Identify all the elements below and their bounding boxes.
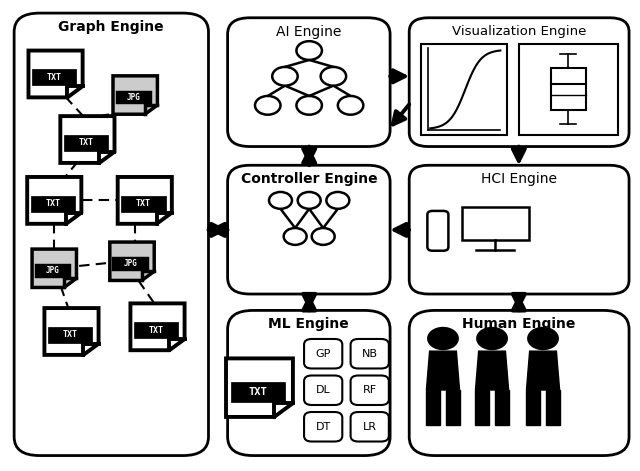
FancyBboxPatch shape [409, 310, 629, 455]
Circle shape [298, 192, 321, 209]
Text: TXT: TXT [45, 199, 61, 208]
FancyBboxPatch shape [65, 136, 108, 150]
Circle shape [312, 228, 335, 245]
FancyBboxPatch shape [116, 92, 151, 104]
FancyBboxPatch shape [113, 258, 148, 270]
Polygon shape [28, 50, 83, 97]
FancyBboxPatch shape [304, 375, 342, 405]
Polygon shape [27, 177, 81, 224]
Text: TXT: TXT [249, 387, 268, 397]
Polygon shape [131, 303, 184, 350]
FancyBboxPatch shape [49, 328, 92, 342]
Polygon shape [446, 390, 460, 425]
FancyBboxPatch shape [519, 43, 618, 135]
Polygon shape [476, 351, 509, 390]
Polygon shape [495, 390, 509, 425]
Text: RF: RF [363, 385, 377, 395]
Polygon shape [110, 242, 154, 280]
Text: LR: LR [363, 422, 377, 432]
FancyBboxPatch shape [232, 383, 284, 400]
Text: DT: DT [316, 422, 331, 432]
Text: Graph Engine: Graph Engine [58, 20, 164, 34]
Text: TXT: TXT [47, 73, 62, 82]
FancyBboxPatch shape [304, 412, 342, 441]
Circle shape [476, 327, 508, 350]
Text: TXT: TXT [79, 138, 93, 147]
Text: JPG: JPG [124, 260, 138, 268]
FancyBboxPatch shape [462, 207, 529, 240]
Polygon shape [113, 76, 157, 114]
Circle shape [296, 96, 322, 115]
FancyBboxPatch shape [409, 18, 629, 146]
Circle shape [321, 67, 346, 86]
Text: JPG: JPG [127, 93, 141, 102]
Text: TXT: TXT [148, 325, 164, 334]
Circle shape [255, 96, 280, 115]
Circle shape [427, 327, 459, 350]
Circle shape [338, 96, 364, 115]
FancyBboxPatch shape [122, 196, 164, 211]
FancyBboxPatch shape [351, 375, 389, 405]
Polygon shape [32, 249, 77, 287]
Polygon shape [527, 390, 540, 425]
Text: JPG: JPG [46, 267, 60, 276]
Circle shape [527, 327, 559, 350]
Polygon shape [527, 351, 559, 390]
FancyBboxPatch shape [351, 339, 389, 368]
FancyBboxPatch shape [228, 310, 390, 455]
Polygon shape [426, 351, 460, 390]
Text: TXT: TXT [136, 199, 151, 208]
Polygon shape [426, 390, 440, 425]
Polygon shape [118, 177, 172, 224]
FancyBboxPatch shape [304, 339, 342, 368]
Text: Human Engine: Human Engine [463, 317, 576, 332]
Text: TXT: TXT [63, 330, 77, 339]
Text: ML Engine: ML Engine [268, 317, 349, 332]
FancyBboxPatch shape [351, 412, 389, 441]
FancyBboxPatch shape [428, 211, 449, 251]
Text: DL: DL [316, 385, 331, 395]
Circle shape [269, 192, 292, 209]
FancyBboxPatch shape [409, 165, 629, 294]
Circle shape [326, 192, 349, 209]
Text: NB: NB [362, 349, 378, 359]
Circle shape [296, 41, 322, 60]
Polygon shape [44, 308, 99, 355]
Text: AI Engine: AI Engine [276, 25, 342, 39]
FancyBboxPatch shape [32, 196, 74, 211]
FancyBboxPatch shape [228, 18, 390, 146]
Polygon shape [226, 358, 293, 417]
Text: HCI Engine: HCI Engine [481, 172, 557, 187]
FancyBboxPatch shape [228, 165, 390, 294]
FancyBboxPatch shape [36, 265, 70, 277]
FancyBboxPatch shape [135, 323, 177, 337]
Circle shape [272, 67, 298, 86]
FancyBboxPatch shape [550, 68, 586, 110]
Text: Visualization Engine: Visualization Engine [452, 25, 586, 38]
FancyBboxPatch shape [14, 13, 209, 455]
Polygon shape [60, 116, 115, 163]
Circle shape [284, 228, 307, 245]
Text: Controller Engine: Controller Engine [241, 172, 377, 187]
Polygon shape [546, 390, 559, 425]
Text: GP: GP [316, 349, 331, 359]
FancyBboxPatch shape [33, 70, 76, 84]
Polygon shape [476, 390, 489, 425]
FancyBboxPatch shape [420, 43, 507, 135]
